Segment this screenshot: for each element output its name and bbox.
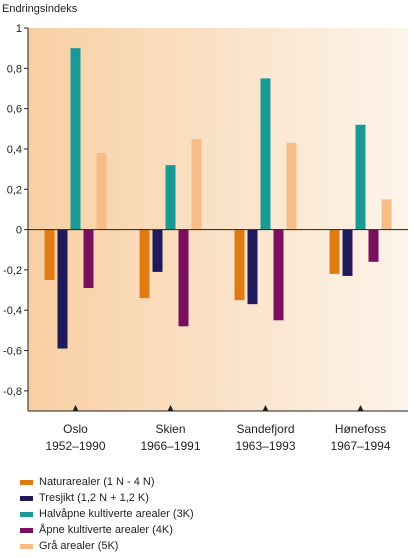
bar (381, 199, 392, 230)
legend-item: Naturarealer (1 N - 4 N) (20, 474, 194, 490)
y-tick-label: 0,4 (7, 144, 22, 156)
category-label: Hønefoss (335, 422, 386, 436)
legend-swatch (20, 511, 33, 517)
bar (329, 229, 340, 274)
bar (165, 165, 176, 230)
bar (247, 229, 258, 305)
legend-swatch (20, 479, 33, 485)
x-categories: Oslo 1952–1990 Skien 1966–1991 Sandefjord 196… (45, 405, 391, 453)
bar (260, 78, 271, 230)
y-tick-label: -0,8 (3, 386, 22, 398)
legend-label: Halvåpne kultiverte arealer (3K) (39, 508, 194, 520)
bar (342, 229, 353, 276)
legend-swatch (20, 495, 33, 501)
x-tick-marker (167, 405, 174, 411)
category-label: Skien (155, 422, 185, 436)
bar (83, 229, 94, 289)
bar (286, 142, 297, 230)
category-period: 1963–1993 (235, 439, 295, 453)
x-tick-marker (357, 405, 364, 411)
legend-item: Grå arealer (5K) (20, 538, 194, 554)
bars (44, 48, 392, 349)
legend-item: Tresjikt (1,2 N + 1,2 K) (20, 490, 194, 506)
y-tick-label: -0,6 (3, 346, 22, 358)
bar (178, 229, 189, 327)
legend-swatch (20, 543, 33, 549)
x-tick-marker (72, 405, 79, 411)
bar (273, 229, 284, 321)
legend: Naturarealer (1 N - 4 N) Tresjikt (1,2 N … (20, 474, 194, 554)
legend-item: Åpne kultiverte arealer (4K) (20, 522, 194, 538)
y-tick-label: 1 (16, 23, 22, 35)
bar (96, 152, 107, 230)
bar (152, 229, 163, 272)
legend-label: Åpne kultiverte arealer (4K) (39, 524, 173, 536)
category-period: 1967–1994 (330, 439, 390, 453)
bar (368, 229, 379, 262)
y-axis-label: Endringsindeks (2, 3, 78, 15)
legend-label: Grå arealer (5K) (39, 540, 119, 552)
plot-area (28, 28, 408, 411)
legend-item: Halvåpne kultiverte arealer (3K) (20, 506, 194, 522)
x-tick-marker (262, 405, 269, 411)
bar (355, 124, 366, 230)
category-label: Sandefjord (236, 422, 294, 436)
legend-swatch (20, 527, 33, 533)
y-tick-label: 0 (16, 225, 22, 237)
y-tick-label: -0,4 (3, 305, 22, 317)
bar (191, 138, 202, 230)
category-label: Oslo (63, 422, 88, 436)
bar (57, 229, 68, 349)
legend-label: Tresjikt (1,2 N + 1,2 K) (39, 492, 149, 504)
bar (70, 48, 81, 230)
y-ticks: 1 0,8 0,6 0,4 0,2 0 -0,2 -0,4 -0,6 -0,8 (3, 23, 28, 398)
y-tick-label: 0,2 (7, 184, 22, 196)
y-tick-label: 0,6 (7, 104, 22, 116)
bar (234, 229, 245, 301)
bar (44, 229, 55, 280)
bar-chart: Endringsindeks 1 0,8 0,6 0,4 0,2 0 -0,2 -0,4 -0,… (2, 3, 408, 453)
category-period: 1952–1990 (45, 439, 105, 453)
bar (139, 229, 150, 299)
legend-label: Naturarealer (1 N - 4 N) (39, 476, 155, 488)
y-tick-label: 0,8 (7, 63, 22, 75)
category-period: 1966–1991 (140, 439, 200, 453)
y-tick-label: -0,2 (3, 265, 22, 277)
